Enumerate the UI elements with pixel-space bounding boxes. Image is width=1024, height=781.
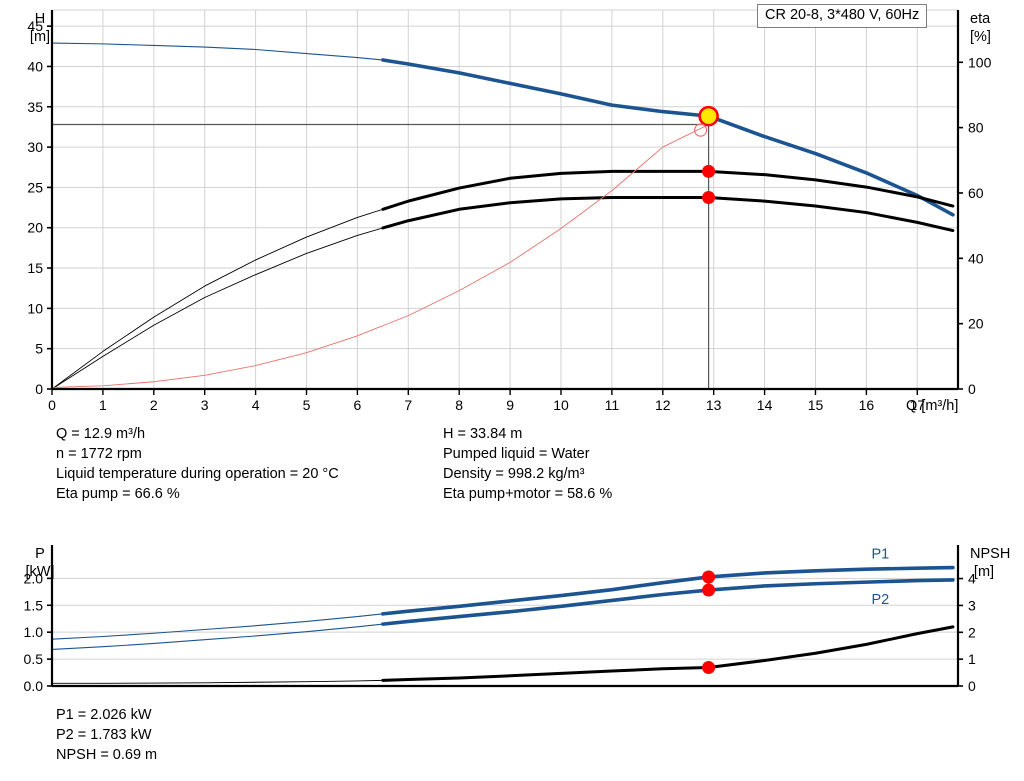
power-npsh-plot-area: 0.0 0.5 1.0 1.5 2.0 0 1 2 3 4 P [kW] NPSH [m] P1 P2 — [24, 545, 1010, 694]
curve-eta-pump-duty-range- — [381, 169, 955, 211]
duty-info-right: H = 33.84 m Pumped liquid = Water Densit… — [443, 424, 612, 504]
y-tick-label: 10 — [27, 300, 43, 316]
curve-label-p2: P2 — [871, 592, 889, 608]
power-npsh-chart: 0.0 0.5 1.0 1.5 2.0 0 1 2 3 4 P [kW] NPSH [m] P1 P2 — [0, 515, 1024, 700]
curve-h-head-duty-range- — [381, 58, 955, 217]
y-tick-label: 40 — [27, 58, 43, 74]
y-tick-label: 2.0 — [24, 570, 44, 586]
power-info: P1 = 2.026 kW P2 = 1.783 kW NPSH = 0.69 … — [56, 705, 157, 765]
y-axis-title-line2: [kW] — [26, 564, 55, 580]
info-eta-pump: Eta pump = 66.6 % — [56, 486, 180, 502]
y2-tick-label: 1 — [968, 651, 976, 667]
y-tick-label: 0 — [35, 381, 43, 397]
y2-tick-label: 2 — [968, 624, 976, 640]
y-tick-label: 5 — [35, 341, 43, 357]
system-curve-point-marker — [693, 123, 708, 137]
curve-p2-duty-range- — [381, 578, 955, 626]
y2-tick-label: 100 — [968, 54, 992, 70]
y-tick-label: 30 — [27, 139, 43, 155]
y2-tick-label: 40 — [968, 250, 984, 266]
y2-axis-title-line1: eta — [970, 11, 991, 27]
info-pumped-liquid: Pumped liquid = Water — [443, 446, 590, 462]
x-tick-label: 11 — [605, 397, 620, 413]
x-tick-label: 7 — [404, 397, 412, 413]
y2-axis-title-line1: NPSH — [970, 546, 1010, 562]
gridlines — [52, 9, 958, 390]
x-tick-label: 14 — [757, 397, 773, 413]
y-tick-label: 15 — [27, 260, 43, 276]
x-tick-label: 16 — [859, 397, 875, 413]
x-tick-label: 12 — [655, 397, 671, 413]
y2-axis-title-line2: [m] — [974, 564, 994, 580]
y2-tick-label: 80 — [968, 120, 984, 136]
duty-info-left: Q = 12.9 m³/h n = 1772 rpm Liquid temper… — [56, 424, 339, 504]
curve-npsh-duty-range- — [381, 625, 955, 682]
y-axis-title-line2: [m] — [30, 29, 50, 45]
info-eta-pump-motor: Eta pump+motor = 58.6 % — [443, 486, 613, 502]
y-axis-title-line1: H — [35, 11, 45, 27]
gridlines — [52, 577, 958, 687]
x-tick-label: 0 — [48, 397, 56, 413]
x-axis-label: Q [m³/h] — [906, 398, 958, 414]
pump-title-box: CR 20-8, 3*480 V, 60Hz — [757, 4, 928, 28]
marker-eta-pump-motor-duty — [702, 191, 716, 205]
info-p1: P1 = 2.026 kW — [56, 707, 152, 723]
y2-tick-label: 0 — [968, 678, 976, 694]
info-speed: n = 1772 rpm — [56, 446, 142, 462]
x-tick-label: 8 — [455, 397, 463, 413]
curve-h-head-full-range- — [51, 42, 954, 216]
info-npsh: NPSH = 0.69 m — [56, 747, 158, 763]
y-tick-label: 0.0 — [24, 678, 44, 694]
info-p2: P2 = 1.783 kW — [56, 727, 152, 743]
y-tick-label: 20 — [27, 220, 43, 236]
y2-tick-label: 60 — [968, 185, 984, 201]
y2-tick-label: 0 — [968, 381, 976, 397]
info-q: Q = 12.9 m³/h — [56, 426, 146, 442]
y-tick-label: 0.5 — [24, 651, 44, 667]
x-tick-label: 4 — [252, 397, 260, 413]
x-tick-label: 6 — [353, 397, 361, 413]
marker-p2-duty — [702, 583, 716, 597]
marker-p1-duty — [702, 570, 716, 584]
x-tick-label: 5 — [303, 397, 311, 413]
marker-eta-pump-duty — [702, 164, 716, 178]
info-head: H = 33.84 m — [443, 426, 523, 442]
curve-p1-duty-range- — [381, 565, 955, 616]
x-tick-label: 13 — [706, 397, 722, 413]
x-tick-label: 10 — [553, 397, 569, 413]
x-tick-label: 17 — [909, 397, 925, 413]
info-liquid-temperature: Liquid temperature during operation = 20… — [56, 466, 339, 482]
y2-tick-label: 20 — [968, 316, 984, 332]
y-tick-label: 45 — [27, 18, 43, 34]
curve-label-p1: P1 — [871, 546, 889, 562]
x-tick-label: 1 — [99, 397, 107, 413]
x-tick-label: 15 — [808, 397, 824, 413]
curve-eta-pump-motor-duty-range- — [381, 196, 955, 233]
y-tick-label: 35 — [27, 99, 43, 115]
curve-system-curve — [51, 124, 710, 388]
x-tick-label: 2 — [150, 397, 158, 413]
x-tick-label: 9 — [506, 397, 514, 413]
y2-axis-title-line2: [%] — [970, 29, 991, 45]
head-efficiency-chart: 0 5 10 15 20 25 30 35 40 45 0 20 40 60 80 100 0 1 2 3 4 5 6 7 8 9… — [27, 9, 992, 414]
duty-point-marker — [698, 105, 719, 127]
curve-eta-pump-motor-full-range- — [51, 197, 954, 390]
y-tick-label: 1.0 — [24, 624, 44, 640]
y-tick-label: 1.5 — [24, 597, 44, 613]
curve-p2-full-range- — [51, 579, 954, 650]
marker-npsh-duty — [702, 660, 716, 674]
x-tick-label: 3 — [201, 397, 209, 413]
y-axis-title-line1: P — [35, 546, 45, 562]
y2-tick-label: 4 — [968, 571, 976, 587]
info-density: Density = 998.2 kg/m³ — [443, 466, 585, 482]
pump-title: CR 20-8, 3*480 V, 60Hz — [765, 7, 920, 23]
y-tick-label: 25 — [27, 179, 43, 195]
y2-tick-label: 3 — [968, 597, 976, 613]
